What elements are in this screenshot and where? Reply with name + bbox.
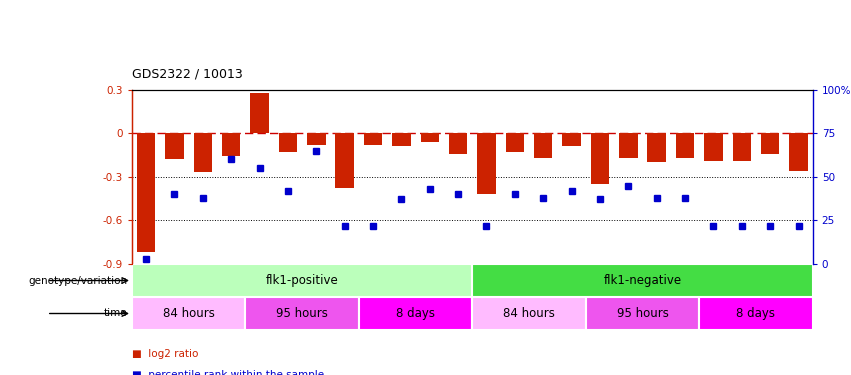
- Bar: [472, 264, 813, 297]
- Bar: [364, 133, 382, 145]
- Text: 8 days: 8 days: [396, 307, 435, 320]
- Bar: [392, 133, 410, 146]
- Bar: [245, 297, 359, 330]
- Text: ■  log2 ratio: ■ log2 ratio: [132, 350, 198, 359]
- Text: ■  percentile rank within the sample: ■ percentile rank within the sample: [132, 370, 324, 375]
- Bar: [761, 133, 780, 154]
- Bar: [137, 133, 155, 252]
- Bar: [591, 133, 609, 184]
- Bar: [472, 297, 585, 330]
- Bar: [700, 297, 813, 330]
- Text: 84 hours: 84 hours: [503, 307, 555, 320]
- Text: 8 days: 8 days: [736, 307, 775, 320]
- Bar: [165, 133, 184, 159]
- Bar: [250, 93, 269, 133]
- Bar: [585, 297, 700, 330]
- Bar: [477, 133, 495, 194]
- Bar: [563, 133, 580, 146]
- Bar: [132, 297, 245, 330]
- Bar: [222, 133, 240, 156]
- Bar: [505, 133, 524, 152]
- Bar: [790, 133, 808, 171]
- Bar: [449, 133, 467, 154]
- Bar: [619, 133, 637, 158]
- Text: genotype/variation: genotype/variation: [29, 276, 128, 285]
- Text: 95 hours: 95 hours: [617, 307, 668, 320]
- Bar: [132, 264, 472, 297]
- Bar: [278, 133, 297, 152]
- Text: flk1-positive: flk1-positive: [266, 274, 339, 287]
- Bar: [420, 133, 439, 142]
- Bar: [335, 133, 354, 189]
- Bar: [359, 297, 472, 330]
- Bar: [534, 133, 552, 158]
- Bar: [676, 133, 694, 158]
- Text: time: time: [104, 309, 128, 318]
- Bar: [704, 133, 722, 161]
- Text: 95 hours: 95 hours: [277, 307, 328, 320]
- Bar: [193, 133, 212, 172]
- Text: GDS2322 / 10013: GDS2322 / 10013: [132, 67, 243, 80]
- Bar: [733, 133, 751, 161]
- Bar: [307, 133, 325, 145]
- Text: flk1-negative: flk1-negative: [603, 274, 682, 287]
- Text: 84 hours: 84 hours: [163, 307, 214, 320]
- Bar: [648, 133, 665, 162]
